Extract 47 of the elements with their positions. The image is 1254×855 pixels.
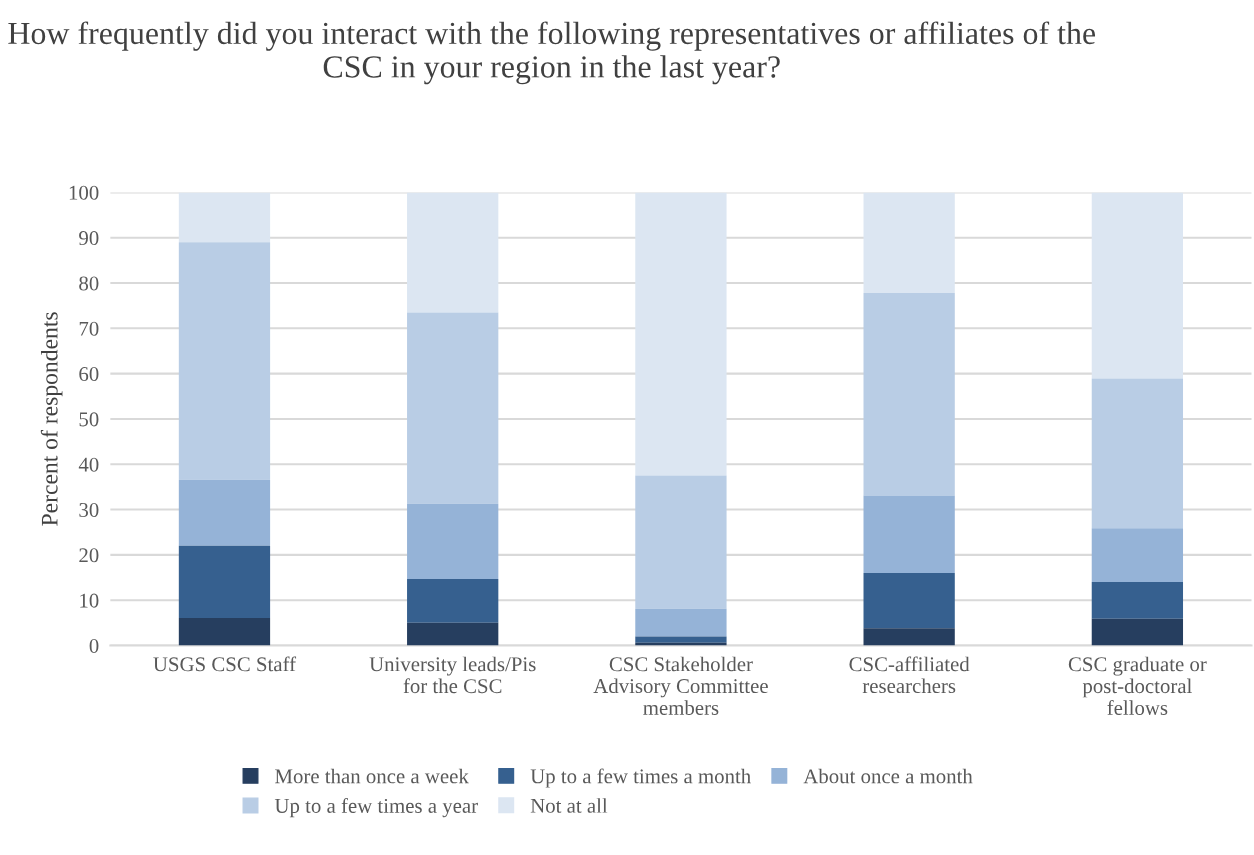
y-tick-label: 20: [79, 548, 99, 563]
y-tick-label: 60: [79, 367, 99, 382]
legend-label: Up to a few times a year: [274, 798, 478, 818]
legend-label: More than once a week: [275, 768, 469, 784]
bar: [178, 192, 271, 243]
x-tick-label: CSC graduate or post-doctoral fellows: [1068, 656, 1207, 715]
bar: [635, 192, 727, 476]
y-tick-label: 80: [79, 276, 99, 291]
bar: [1091, 582, 1184, 619]
y-tick-label: 70: [79, 321, 99, 336]
bar: [635, 636, 727, 643]
bar: [407, 192, 499, 313]
bar: [863, 292, 955, 496]
bar: [1091, 618, 1184, 646]
bar: [635, 475, 727, 609]
x-tick-label: University leads/Pis for the CSC: [369, 656, 536, 694]
y-tick-label: 100: [69, 185, 99, 200]
y-tick-label: 40: [78, 457, 99, 472]
bar: [1091, 378, 1184, 529]
bar: [178, 479, 271, 546]
bar: [407, 578, 499, 623]
bar: [178, 617, 271, 646]
bar: [863, 495, 955, 574]
bar: [407, 622, 499, 646]
y-tick-label: 30: [79, 502, 99, 518]
x-tick-label: CSC-affiliated researchers: [849, 656, 970, 694]
bar: [407, 312, 499, 504]
bar: [407, 503, 499, 579]
x-tick-label: CSC Stakeholder Advisory Committee members: [593, 656, 768, 715]
bar: [178, 242, 271, 480]
bar: [1091, 192, 1184, 379]
y-tick-label: 50: [79, 412, 99, 427]
bar: [178, 545, 271, 618]
bar: [863, 192, 955, 293]
legend-label: Up to a few times a month: [530, 768, 751, 788]
bar: [1091, 528, 1184, 583]
y-tick-label: 0: [89, 638, 99, 653]
chart-title: How frequently did you interact with the following representatives or affiliates of the CSC in your region in the last year?: [8, 21, 1096, 85]
legend-label: About once a month: [803, 768, 973, 784]
y-tick-label: 90: [79, 231, 99, 246]
bar: [863, 628, 955, 646]
y-tick-label: 10: [80, 593, 99, 608]
x-tick-label: USGS CSC Staff: [153, 656, 297, 672]
bar: [635, 608, 727, 637]
legend-label: Not at all: [530, 798, 608, 813]
bar: [863, 573, 955, 629]
y-axis-title: Percent of respondents: [40, 312, 63, 526]
